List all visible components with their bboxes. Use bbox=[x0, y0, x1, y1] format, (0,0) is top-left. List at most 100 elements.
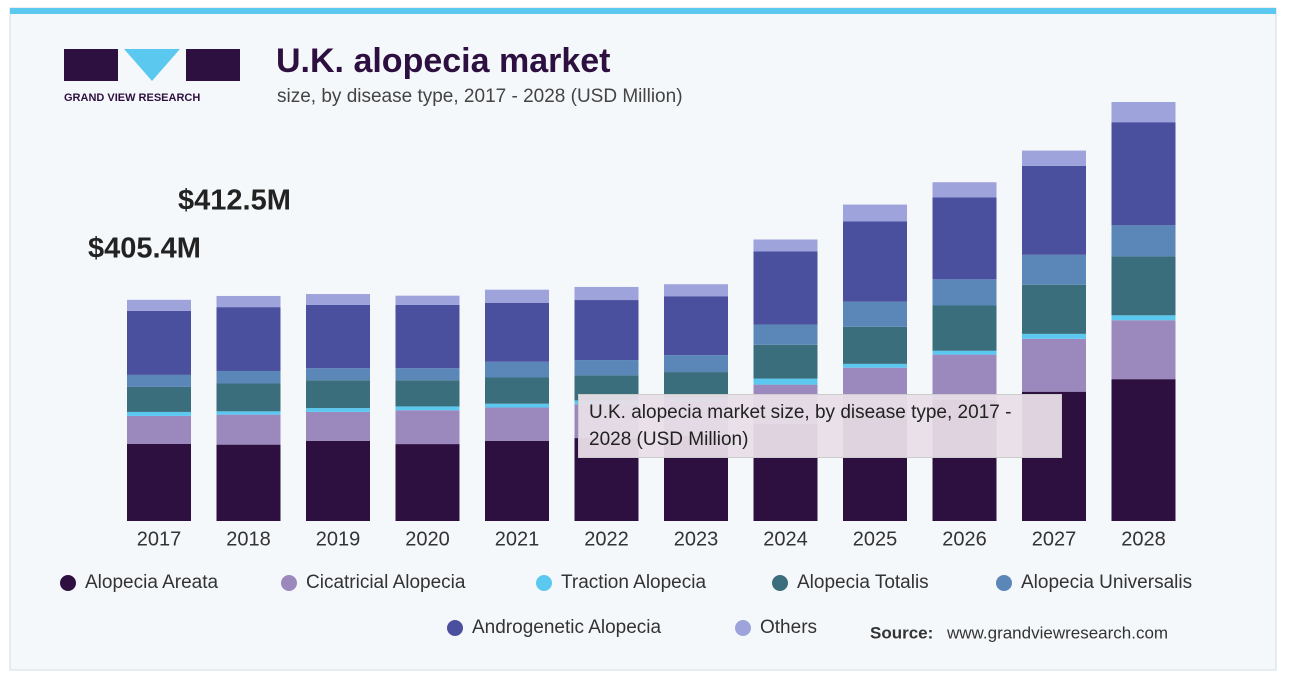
legend-marker bbox=[447, 620, 463, 636]
bar-segment bbox=[1022, 254, 1086, 285]
source-label: Source: bbox=[870, 623, 933, 642]
bar-segment bbox=[1022, 150, 1086, 166]
bar-segment bbox=[574, 286, 639, 301]
legend-label: Alopecia Areata bbox=[85, 572, 219, 593]
bar-segment bbox=[395, 295, 460, 305]
legend-label: Cicatricial Alopecia bbox=[306, 572, 466, 593]
brand: GRAND VIEW RESEARCH bbox=[64, 92, 200, 104]
legend-marker bbox=[281, 575, 297, 591]
x-tick-label: 2020 bbox=[405, 528, 450, 550]
bar-segment bbox=[485, 377, 549, 404]
bar-segment bbox=[485, 407, 549, 441]
x-tick-label: 2022 bbox=[584, 528, 629, 550]
bar-segment bbox=[1111, 379, 1176, 521]
x-tick-label: 2028 bbox=[1121, 528, 1166, 550]
bar-segment bbox=[216, 307, 281, 371]
bar-segment bbox=[1111, 320, 1176, 380]
bar-segment bbox=[127, 310, 191, 375]
legend-marker bbox=[996, 575, 1012, 591]
bar-segment bbox=[664, 355, 728, 373]
legend-marker bbox=[60, 575, 76, 591]
bar-segment bbox=[127, 299, 191, 311]
bar-segment bbox=[395, 406, 460, 411]
x-tick-label: 2018 bbox=[226, 528, 271, 550]
bar-segment bbox=[843, 326, 907, 364]
x-tick-label: 2026 bbox=[942, 528, 987, 550]
bar-segment bbox=[843, 301, 907, 327]
bar-segment bbox=[306, 411, 370, 441]
bar-segment bbox=[395, 304, 460, 369]
logo bbox=[64, 49, 240, 81]
annotation: $405.4M bbox=[88, 233, 201, 265]
bar-segment bbox=[753, 239, 818, 252]
bar-segment bbox=[306, 294, 370, 305]
chart-title: U.K. alopecia market bbox=[276, 42, 610, 80]
bar-segment bbox=[485, 440, 549, 521]
legend-marker bbox=[735, 620, 751, 636]
bar-segment bbox=[932, 354, 997, 400]
bar-segment bbox=[306, 368, 370, 381]
x-tick-label: 2017 bbox=[137, 528, 182, 550]
bar-segment bbox=[1111, 102, 1176, 123]
x-tick-label: 2027 bbox=[1032, 528, 1077, 550]
legend-label: Others bbox=[760, 617, 817, 638]
x-tick-label: 2019 bbox=[316, 528, 361, 550]
x-tick-label: 2025 bbox=[853, 528, 898, 550]
bar-segment bbox=[485, 403, 549, 408]
bar-segment bbox=[574, 360, 639, 376]
bar-segment bbox=[216, 383, 281, 412]
bar-segment bbox=[574, 300, 639, 361]
bar-segment bbox=[127, 443, 191, 521]
bar-segment bbox=[306, 408, 370, 412]
bar-segment bbox=[753, 251, 818, 325]
legend-label: Alopecia Universalis bbox=[1021, 572, 1192, 593]
bar-segment bbox=[843, 221, 907, 302]
bar-segment bbox=[216, 414, 281, 445]
bar-segment bbox=[216, 295, 281, 308]
bar-segment bbox=[395, 380, 460, 407]
bar-segment bbox=[932, 182, 997, 198]
bar-segment bbox=[664, 296, 728, 356]
bar-segment bbox=[485, 289, 549, 303]
legend-marker bbox=[772, 575, 788, 591]
bar-segment bbox=[216, 444, 281, 521]
top-stripe bbox=[10, 8, 1276, 14]
bar-segment bbox=[1111, 122, 1176, 226]
bar-segment bbox=[1022, 165, 1086, 255]
bar-segment bbox=[753, 378, 818, 385]
card bbox=[9, 7, 1277, 671]
tooltip: U.K. alopecia market size, by disease ty… bbox=[578, 394, 1062, 458]
bar-segment bbox=[753, 344, 818, 379]
x-tick-label: 2023 bbox=[674, 528, 719, 550]
bar-segment bbox=[127, 386, 191, 412]
bar-segment bbox=[395, 444, 460, 521]
legend-marker bbox=[536, 575, 552, 591]
bar-segment bbox=[395, 410, 460, 445]
bar-segment bbox=[485, 361, 549, 378]
x-tick-label: 2024 bbox=[763, 528, 808, 550]
bar-segment bbox=[664, 372, 728, 399]
bar-segment bbox=[753, 324, 818, 345]
bar-segment bbox=[932, 305, 997, 351]
bar-segment bbox=[664, 284, 728, 297]
chart-subtitle: size, by disease type, 2017 - 2028 (USD … bbox=[277, 86, 683, 107]
bar-segment bbox=[216, 370, 281, 384]
bar-segment bbox=[932, 350, 997, 355]
legend-label: Androgenetic Alopecia bbox=[472, 617, 662, 638]
annotation: $412.5M bbox=[178, 185, 291, 217]
bar-segment bbox=[485, 302, 549, 362]
legend-label: Traction Alopecia bbox=[561, 572, 706, 593]
bar-segment bbox=[1111, 256, 1176, 316]
bar-segment bbox=[127, 411, 191, 416]
bar-segment bbox=[395, 368, 460, 381]
x-tick-label: 2021 bbox=[495, 528, 540, 550]
bar-segment bbox=[932, 279, 997, 306]
source: www.grandviewresearch.com bbox=[946, 623, 1168, 642]
bar-segment bbox=[932, 197, 997, 280]
bar-segment bbox=[1022, 333, 1086, 339]
bar-segment bbox=[1022, 284, 1086, 334]
bar-segment bbox=[306, 440, 370, 521]
bar-segment bbox=[1111, 225, 1176, 257]
